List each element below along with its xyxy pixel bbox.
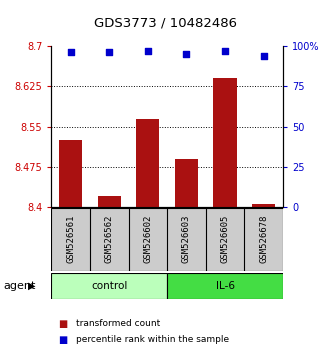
Bar	[252, 204, 275, 207]
Text: GSM526605: GSM526605	[220, 215, 230, 263]
Bar	[98, 196, 121, 207]
Text: agent: agent	[3, 281, 36, 291]
Bar	[136, 119, 160, 207]
Text: transformed count: transformed count	[76, 319, 161, 329]
Point	[222, 48, 228, 54]
Text: GSM526603: GSM526603	[182, 215, 191, 263]
Point	[68, 50, 73, 55]
Text: GSM526562: GSM526562	[105, 215, 114, 263]
Text: percentile rank within the sample: percentile rank within the sample	[76, 335, 229, 344]
Bar	[51, 273, 167, 299]
Bar	[175, 159, 198, 207]
Text: GSM526602: GSM526602	[143, 215, 152, 263]
Text: ■: ■	[58, 319, 67, 329]
Point	[261, 53, 266, 58]
Bar	[213, 78, 237, 207]
Bar	[167, 273, 283, 299]
Text: GSM526561: GSM526561	[66, 215, 75, 263]
Text: ▶: ▶	[28, 281, 35, 291]
Bar	[59, 140, 82, 207]
Text: GDS3773 / 10482486: GDS3773 / 10482486	[94, 17, 237, 29]
Text: IL-6: IL-6	[215, 281, 235, 291]
Text: control: control	[91, 281, 127, 291]
Text: ■: ■	[58, 335, 67, 345]
Point	[145, 48, 151, 54]
Point	[107, 50, 112, 55]
Text: GSM526678: GSM526678	[259, 215, 268, 263]
Point	[184, 51, 189, 57]
